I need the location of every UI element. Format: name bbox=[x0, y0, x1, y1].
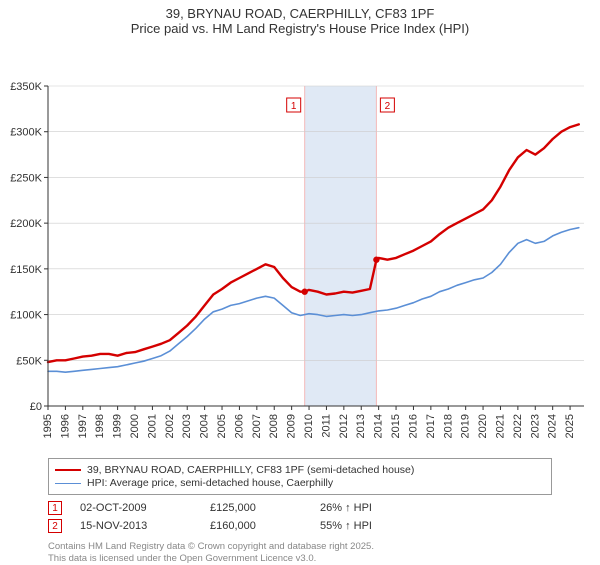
svg-text:2010: 2010 bbox=[303, 414, 315, 438]
event-row: 1 02-OCT-2009 £125,000 26% ↑ HPI bbox=[48, 501, 552, 515]
svg-text:£200K: £200K bbox=[10, 218, 42, 230]
title-line-1: 39, BRYNAU ROAD, CAERPHILLY, CF83 1PF bbox=[0, 6, 600, 21]
svg-text:£300K: £300K bbox=[10, 127, 42, 139]
footer-line-2: This data is licensed under the Open Gov… bbox=[48, 553, 552, 565]
svg-text:2006: 2006 bbox=[233, 414, 245, 438]
event-marker-number: 1 bbox=[52, 503, 58, 514]
svg-text:2014: 2014 bbox=[373, 414, 385, 438]
svg-text:2018: 2018 bbox=[442, 414, 454, 438]
legend-swatch bbox=[55, 469, 81, 471]
svg-text:2013: 2013 bbox=[355, 414, 367, 438]
svg-text:2001: 2001 bbox=[146, 414, 158, 438]
line-chart: £0 £50K £100K £150K £200K £250K £300K £350K 1995… bbox=[0, 38, 600, 454]
footer-attribution: Contains HM Land Registry data © Crown c… bbox=[48, 541, 552, 565]
legend-label: 39, BRYNAU ROAD, CAERPHILLY, CF83 1PF (s… bbox=[87, 464, 414, 476]
svg-text:1: 1 bbox=[291, 101, 297, 112]
event-pct: 55% ↑ HPI bbox=[320, 520, 372, 532]
events-table: 1 02-OCT-2009 £125,000 26% ↑ HPI 2 15-NO… bbox=[48, 501, 552, 533]
svg-text:2008: 2008 bbox=[268, 414, 280, 438]
svg-text:£150K: £150K bbox=[10, 264, 42, 276]
svg-text:2002: 2002 bbox=[164, 414, 176, 438]
svg-text:2022: 2022 bbox=[512, 414, 524, 438]
svg-text:1998: 1998 bbox=[94, 414, 106, 438]
svg-text:2009: 2009 bbox=[286, 414, 298, 438]
legend-item: HPI: Average price, semi-detached house,… bbox=[55, 477, 545, 489]
svg-text:2: 2 bbox=[385, 101, 391, 112]
svg-text:2016: 2016 bbox=[407, 414, 419, 438]
svg-text:£350K: £350K bbox=[10, 81, 42, 93]
title-line-2: Price paid vs. HM Land Registry's House … bbox=[0, 21, 600, 36]
svg-text:1995: 1995 bbox=[42, 414, 54, 438]
event-date: 15-NOV-2013 bbox=[80, 520, 210, 532]
svg-text:2004: 2004 bbox=[199, 414, 211, 438]
svg-text:1996: 1996 bbox=[59, 414, 71, 438]
svg-text:2019: 2019 bbox=[460, 414, 472, 438]
svg-text:2015: 2015 bbox=[390, 414, 402, 438]
svg-text:2003: 2003 bbox=[181, 414, 193, 438]
legend-swatch bbox=[55, 483, 81, 484]
legend-label: HPI: Average price, semi-detached house,… bbox=[87, 477, 333, 489]
event-price: £160,000 bbox=[210, 520, 320, 532]
event-marker-icon: 2 bbox=[48, 519, 62, 533]
svg-text:2023: 2023 bbox=[529, 414, 541, 438]
svg-text:2007: 2007 bbox=[251, 414, 263, 438]
svg-text:£50K: £50K bbox=[16, 355, 42, 367]
event-marker-icon: 1 bbox=[48, 501, 62, 515]
svg-text:1997: 1997 bbox=[77, 414, 89, 438]
svg-text:£0: £0 bbox=[30, 401, 42, 413]
event-price: £125,000 bbox=[210, 502, 320, 514]
svg-text:£250K: £250K bbox=[10, 172, 42, 184]
svg-text:2017: 2017 bbox=[425, 414, 437, 438]
svg-text:1999: 1999 bbox=[112, 414, 124, 438]
legend: 39, BRYNAU ROAD, CAERPHILLY, CF83 1PF (s… bbox=[48, 458, 552, 495]
svg-text:2021: 2021 bbox=[494, 414, 506, 438]
svg-text:£100K: £100K bbox=[10, 310, 42, 322]
legend-item: 39, BRYNAU ROAD, CAERPHILLY, CF83 1PF (s… bbox=[55, 464, 545, 476]
chart-container: £0 £50K £100K £150K £200K £250K £300K £350K 1995… bbox=[0, 38, 600, 454]
event-row: 2 15-NOV-2013 £160,000 55% ↑ HPI bbox=[48, 519, 552, 533]
svg-text:2012: 2012 bbox=[338, 414, 350, 438]
svg-text:2005: 2005 bbox=[216, 414, 228, 438]
event-date: 02-OCT-2009 bbox=[80, 502, 210, 514]
svg-text:2025: 2025 bbox=[564, 414, 576, 438]
footer-line-1: Contains HM Land Registry data © Crown c… bbox=[48, 541, 552, 553]
chart-title-block: 39, BRYNAU ROAD, CAERPHILLY, CF83 1PF Pr… bbox=[0, 0, 600, 38]
svg-text:2000: 2000 bbox=[129, 414, 141, 438]
svg-text:2011: 2011 bbox=[320, 414, 332, 438]
svg-text:2020: 2020 bbox=[477, 414, 489, 438]
event-marker-number: 2 bbox=[52, 521, 58, 532]
svg-text:2024: 2024 bbox=[547, 414, 559, 438]
event-pct: 26% ↑ HPI bbox=[320, 502, 372, 514]
